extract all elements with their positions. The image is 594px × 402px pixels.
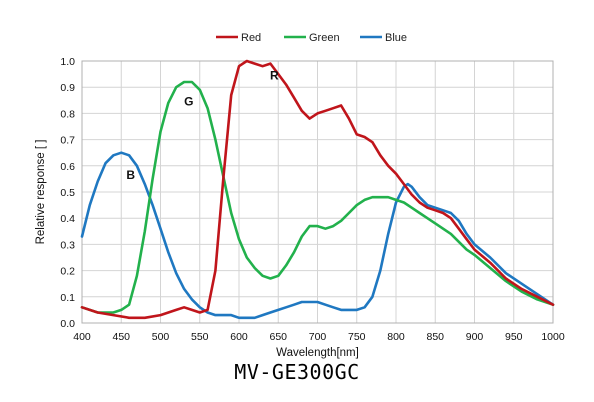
series-line-green	[80, 80, 555, 314]
x-tick-label: 600	[230, 331, 248, 343]
series-annotation-green: G	[184, 95, 193, 109]
y-tick-label: 0.3	[60, 239, 75, 251]
x-axis-ticks: 400 450 500 550 600 650 700 750 800 850 900 950 1000	[73, 331, 565, 343]
y-tick-label: 0.2	[60, 266, 75, 278]
x-tick-label: 550	[191, 331, 209, 343]
x-axis-label: Wavelength[nm]	[276, 347, 359, 359]
x-tick-label: 700	[309, 331, 327, 343]
x-tick-label: 1000	[541, 331, 565, 343]
y-tick-label: 1.0	[60, 56, 75, 68]
y-tick-label: 0.9	[60, 82, 75, 94]
camera-model-caption: MV-GE300GC	[234, 360, 360, 384]
y-tick-label: 0.8	[60, 108, 75, 120]
legend-label-red: Red	[241, 32, 261, 44]
legend-label-green: Green	[309, 32, 340, 44]
x-tick-label: 750	[348, 331, 366, 343]
x-tick-label: 500	[152, 331, 170, 343]
y-axis-label: Relative response [ ]	[35, 140, 47, 245]
y-tick-label: 0.5	[60, 187, 75, 199]
series-lines	[80, 59, 555, 320]
x-tick-label: 650	[269, 331, 287, 343]
y-axis-ticks: 0.0 0.1 0.2 0.3 0.4 0.5 0.6 0.7 0.8 0.9 1.0	[60, 56, 75, 330]
y-tick-label: 0.1	[60, 292, 75, 304]
y-tick-label: 0.7	[60, 135, 75, 147]
y-tick-label: 0.6	[60, 161, 75, 173]
x-tick-label: 400	[73, 331, 91, 343]
x-tick-label: 450	[112, 331, 130, 343]
series-line-blue	[80, 151, 555, 320]
x-tick-label: 900	[466, 331, 484, 343]
spectral-response-chart: Red Green Blue R G B 400 450 500 550 600 650 700 75…	[35, 32, 565, 359]
x-tick-label: 850	[426, 331, 444, 343]
y-tick-label: 0.4	[60, 213, 75, 225]
y-tick-label: 0.0	[60, 318, 75, 330]
series-annotation-red: R	[270, 68, 279, 82]
series-annotations: R G B	[126, 68, 279, 182]
series-annotation-blue: B	[126, 168, 135, 182]
x-tick-label: 950	[505, 331, 523, 343]
chart-legend: Red Green Blue	[216, 32, 407, 44]
series-line-red	[80, 59, 555, 320]
x-tick-label: 800	[387, 331, 405, 343]
chart-grid	[81, 60, 554, 324]
legend-label-blue: Blue	[385, 32, 407, 44]
plot-area-frame	[81, 60, 554, 324]
